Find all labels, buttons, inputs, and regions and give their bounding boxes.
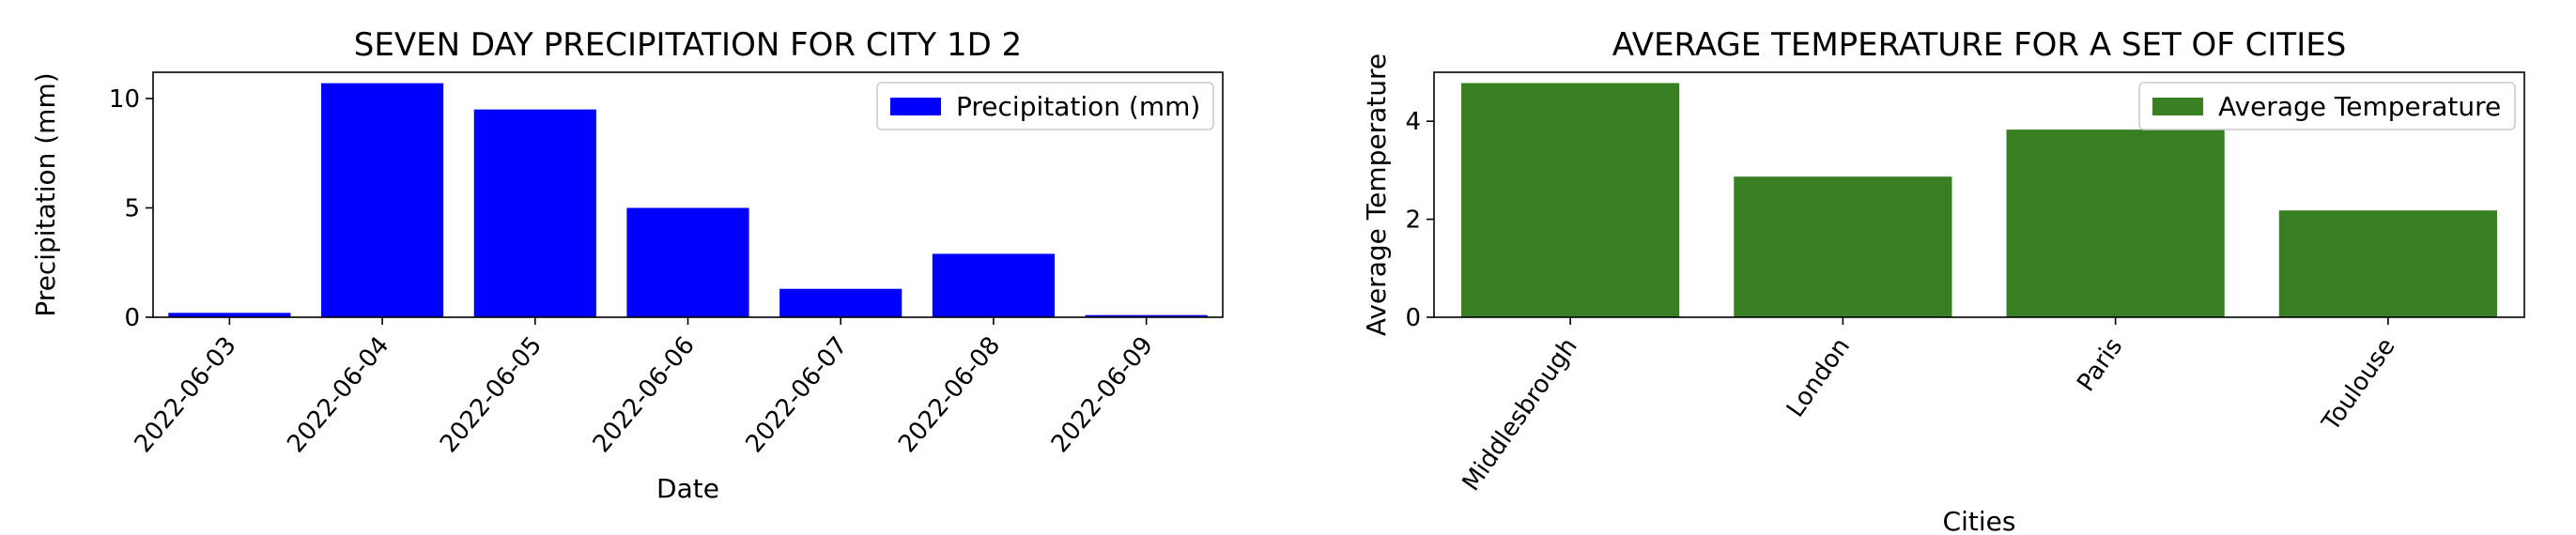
- bar-2022-06-04: [320, 83, 444, 317]
- bar-london: [1734, 176, 1952, 317]
- x-tick-label: Middlesbrough: [1457, 333, 1582, 497]
- bar-2022-06-05: [473, 109, 596, 317]
- chart-title: SEVEN DAY PRECIPITATION FOR CITY 1D 2: [354, 26, 1022, 64]
- bar-2022-06-07: [779, 288, 902, 317]
- bar-2022-06-09: [1085, 314, 1208, 317]
- legend-swatch: [2152, 98, 2203, 115]
- x-tick-label: 2022-06-08: [893, 331, 1006, 458]
- x-tick-label: 2022-06-07: [740, 331, 853, 458]
- x-tick-label: 2022-06-09: [1046, 331, 1159, 458]
- legend: Precipitation (mm): [876, 82, 1214, 130]
- y-tick-label: 2: [1405, 206, 1421, 235]
- legend: Average Temperature: [2138, 82, 2516, 130]
- bar-paris: [2006, 130, 2225, 317]
- x-axis-label: Date: [656, 473, 719, 504]
- x-tick-label: Toulouse: [2317, 333, 2401, 437]
- bar-toulouse: [2278, 210, 2497, 317]
- x-tick-label: 2022-06-05: [435, 331, 548, 458]
- x-tick-label: Paris: [2072, 333, 2128, 397]
- x-tick-label: 2022-06-04: [282, 331, 394, 458]
- y-axis-label: Average Temperature: [1361, 54, 1392, 336]
- y-tick-label: 4: [1405, 108, 1421, 136]
- bar-2022-06-08: [932, 253, 1056, 317]
- x-tick-label: 2022-06-06: [588, 331, 701, 458]
- legend-label: Average Temperature: [2218, 91, 2501, 122]
- y-tick-label: 0: [1405, 304, 1421, 332]
- legend-box: [2138, 82, 2516, 130]
- legend-box: [876, 82, 1214, 130]
- legend-label: Precipitation (mm): [956, 91, 1200, 122]
- bar-2022-06-03: [168, 313, 291, 317]
- bar-2022-06-06: [626, 207, 749, 317]
- bar-middlesbrough: [1461, 83, 1680, 317]
- y-axis-label: Precipitation (mm): [30, 72, 61, 316]
- y-tick-label: 0: [124, 304, 140, 332]
- y-tick-label: 10: [109, 85, 140, 114]
- x-axis-label: Cities: [1943, 506, 2016, 535]
- precipitation-chart: 0 5 10 2022-06-03 2022-06-04 2022-06-05 2022-0…: [30, 26, 1224, 504]
- chart-title: AVERAGE TEMPERATURE FOR A SET OF CITIES: [1612, 26, 2347, 64]
- legend-swatch: [890, 98, 941, 115]
- y-tick-label: 5: [124, 194, 140, 222]
- axes-frame: [1433, 71, 2525, 318]
- temperature-chart: 0 2 4 Middlesbrough London Paris Toulouse AVERA…: [1361, 26, 2525, 535]
- x-tick-label: London: [1782, 333, 1856, 422]
- x-tick-label: 2022-06-03: [130, 331, 242, 458]
